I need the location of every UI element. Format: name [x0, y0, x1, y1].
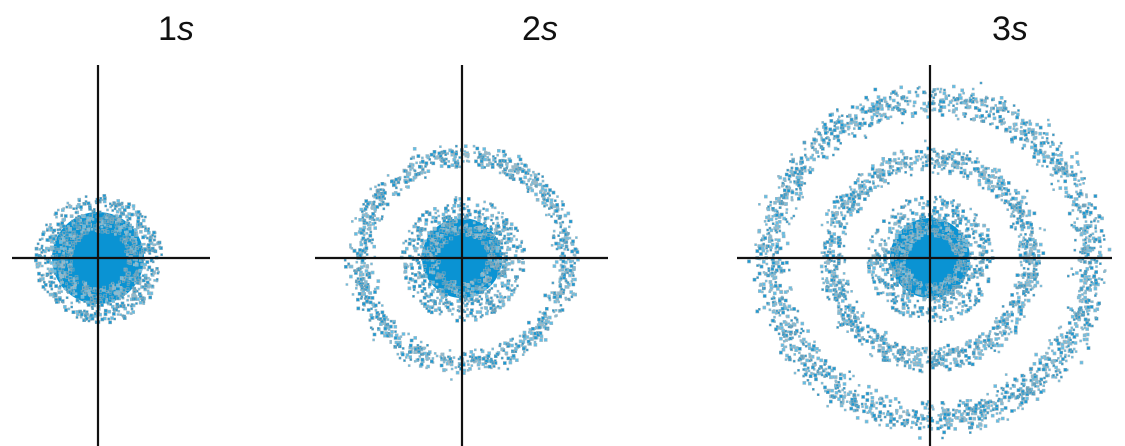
orbital-letter: s — [177, 10, 194, 48]
orbital-label: 1s — [158, 10, 194, 48]
orbital-label: 3s — [992, 10, 1028, 48]
shell-number: 3 — [992, 10, 1011, 48]
page: 1s 2s 3s (() => { const data = JSON.pars… — [0, 0, 1125, 446]
orbital-letter: s — [541, 10, 558, 48]
orbital-letter: s — [1011, 10, 1028, 48]
density-layer — [34, 82, 1111, 440]
shell-number: 1 — [158, 10, 177, 48]
orbital-label: 2s — [522, 10, 558, 48]
shell-number: 2 — [522, 10, 541, 48]
orbital-diagram: 1s 2s 3s — [0, 0, 1125, 446]
